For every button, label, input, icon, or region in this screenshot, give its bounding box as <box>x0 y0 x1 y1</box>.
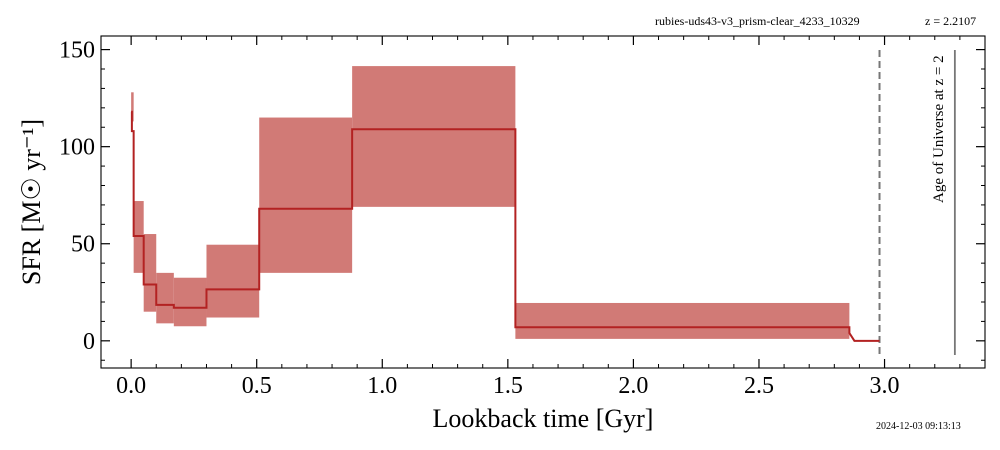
credible-band-layer <box>131 66 850 339</box>
credible-band-bin-6 <box>259 117 353 273</box>
reference-lines-layer <box>878 50 956 355</box>
x-axis-label: Lookback time [Gyr] <box>433 404 654 433</box>
sfr-median-line <box>130 110 880 342</box>
x-tick-label: 1.0 <box>367 373 397 399</box>
credible-band-bin-8 <box>515 302 850 339</box>
render-timestamp: 2024-12-03 09:13:13 <box>876 421 961 432</box>
x-tick-label: 1.5 <box>493 373 523 399</box>
x-tick-label: 3.0 <box>870 373 900 399</box>
credible-band-bin-4 <box>173 277 207 327</box>
age-of-universe-label: Age of Universe at z = 2 <box>931 55 947 203</box>
ticks-layer: 0.0 0.5 1.0 1.5 2.0 2.5 3.0 0 50 100 150 <box>59 36 985 399</box>
x-tick-label: 0.5 <box>242 373 272 399</box>
x-tick-label: 2.0 <box>618 373 648 399</box>
y-tick-label: 0 <box>83 329 95 355</box>
axes-frame <box>100 35 986 369</box>
credible-band-bin-0 <box>131 92 134 122</box>
y-tick-label: 100 <box>59 135 95 161</box>
credible-band-bin-2 <box>143 234 157 312</box>
credible-band-bin-5 <box>206 244 260 318</box>
y-tick-label: 150 <box>59 38 95 64</box>
y-axis-label: SFR [M☉ yr⁻¹] <box>17 119 46 285</box>
median-line-layer <box>130 110 880 342</box>
chart-source-label: rubies-uds43-v3_prism-clear_4233_10329 <box>655 14 860 28</box>
y-tick-label: 50 <box>71 232 95 258</box>
x-tick-label: 0.0 <box>116 373 146 399</box>
chart-redshift-label: z = 2.2107 <box>925 14 977 28</box>
credible-band-bin-7 <box>352 66 516 207</box>
credible-band-bin-3 <box>156 272 174 324</box>
x-tick-label: 2.5 <box>744 373 774 399</box>
